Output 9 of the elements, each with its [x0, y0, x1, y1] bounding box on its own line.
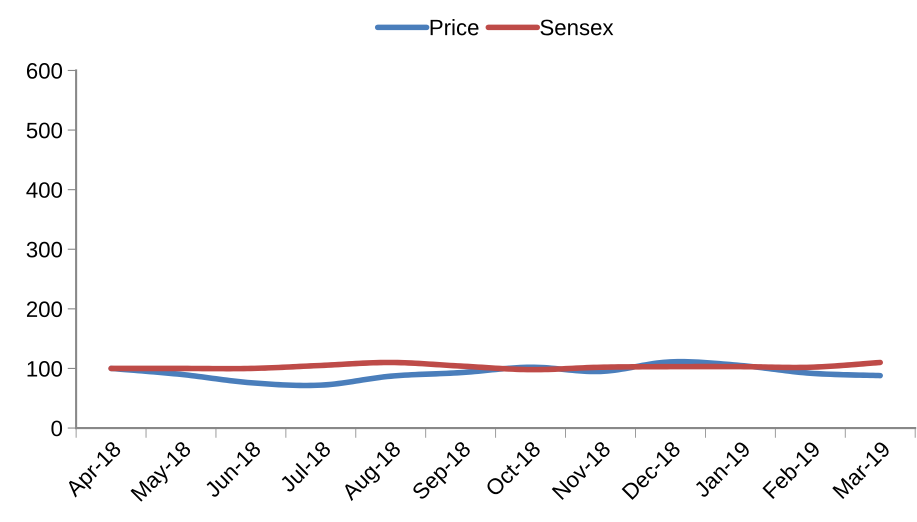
legend-label: Sensex	[540, 20, 614, 36]
y-tick-label: 100	[28, 360, 62, 377]
y-tick-label: 400	[26, 182, 62, 198]
y-tick-label: 200	[26, 301, 62, 318]
legend-label: Price	[430, 19, 478, 36]
y-tick-label: 500	[26, 122, 62, 138]
y-tick-label: 0	[51, 420, 62, 436]
y-tick-label: 300	[26, 242, 62, 258]
y-tick-label: 600	[26, 63, 62, 79]
